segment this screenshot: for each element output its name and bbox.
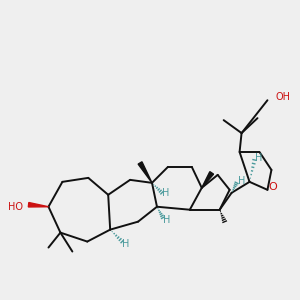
- Text: H: H: [238, 176, 245, 186]
- Polygon shape: [138, 162, 152, 183]
- Text: O: O: [268, 182, 277, 192]
- Polygon shape: [28, 202, 49, 207]
- Polygon shape: [202, 172, 214, 188]
- Text: H: H: [255, 153, 262, 163]
- Text: OH: OH: [275, 92, 290, 102]
- Text: H: H: [163, 215, 171, 225]
- Text: HO: HO: [8, 202, 22, 212]
- Text: H: H: [162, 188, 169, 198]
- Text: H: H: [122, 238, 130, 249]
